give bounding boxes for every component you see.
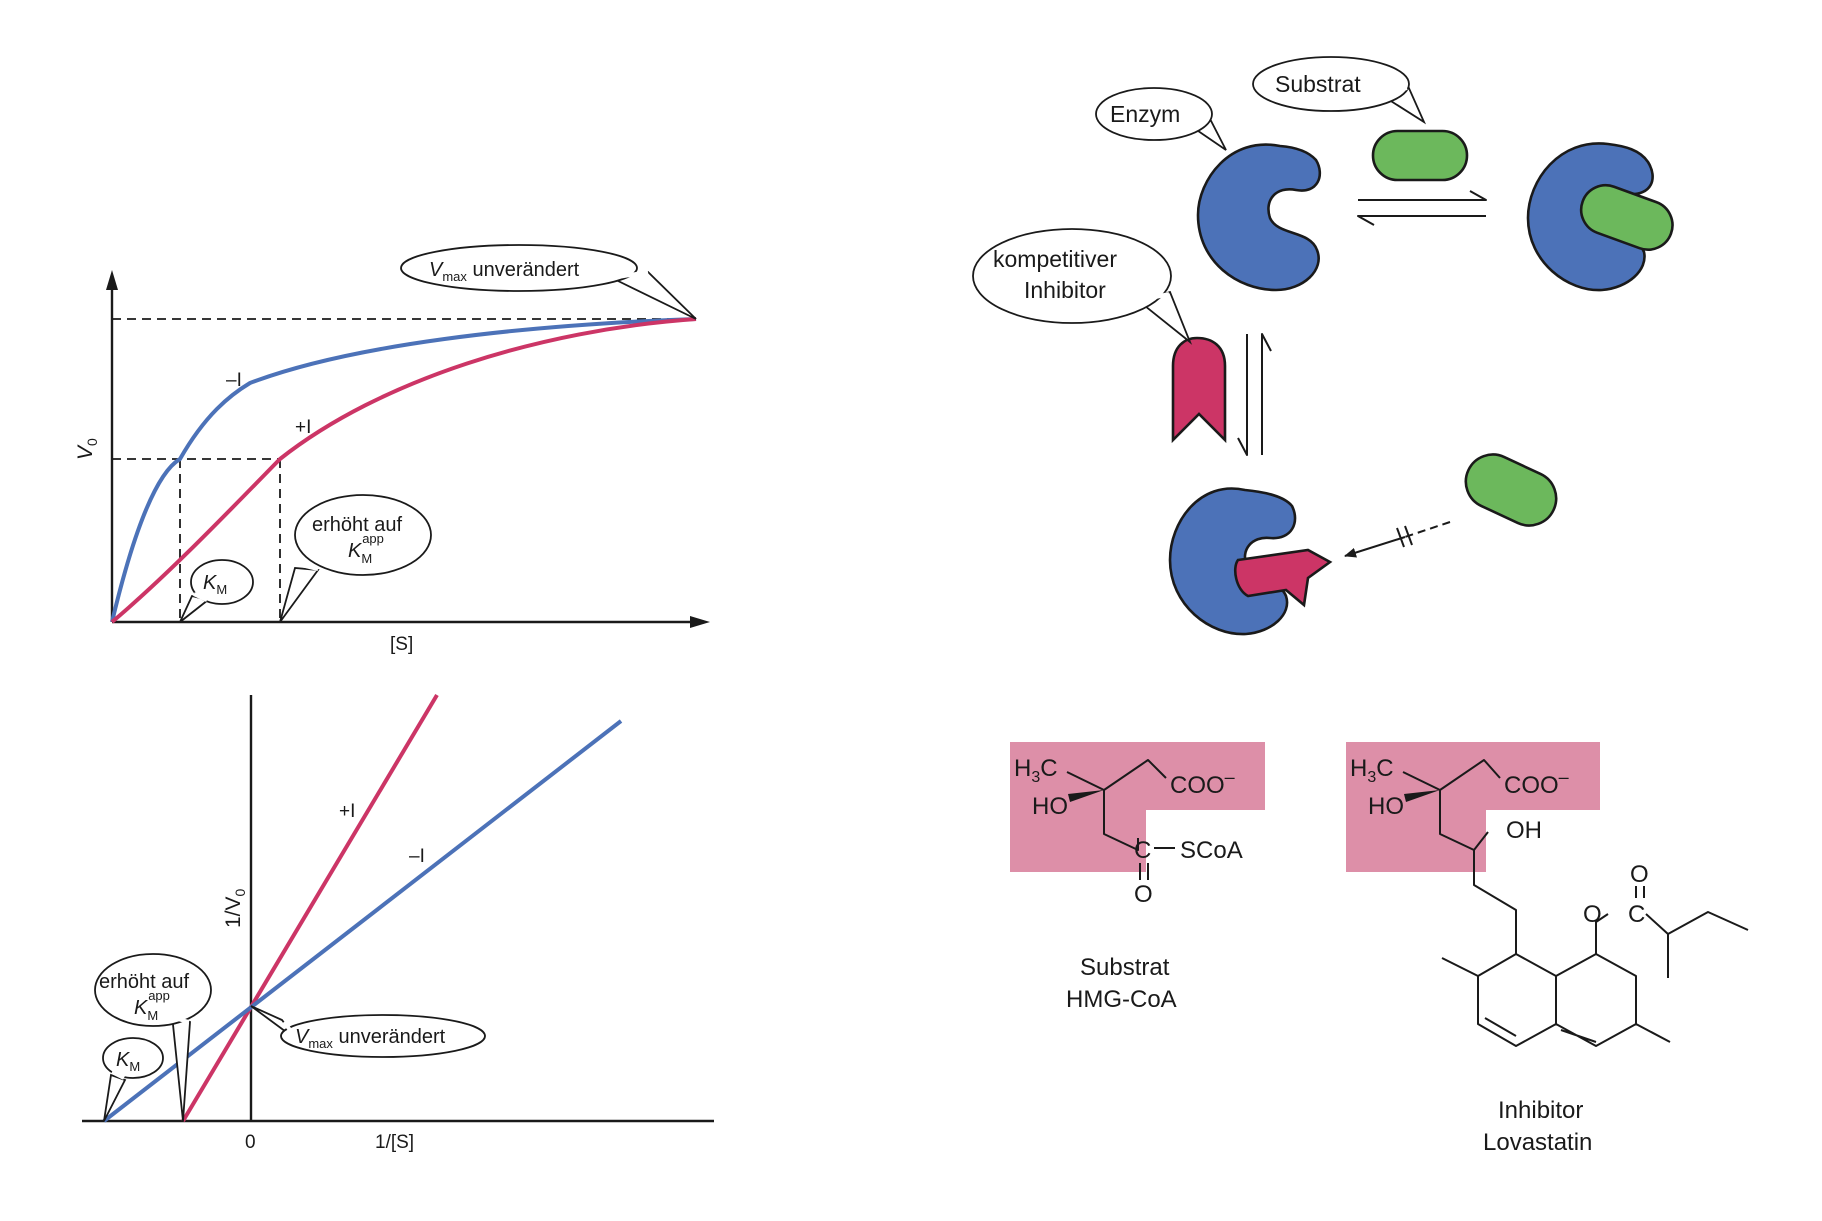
hmg-caption-line2: HMG-CoA	[1066, 986, 1177, 1013]
km-bubble: KM	[102, 1037, 164, 1122]
lovastatin-caption-line2: Lovastatin	[1483, 1129, 1592, 1156]
svg-text:kompetitiver: kompetitiver	[993, 246, 1117, 272]
hmg-coo-label: COO–	[1170, 767, 1235, 799]
svg-text:erhöht auf: erhöht auf	[312, 514, 403, 536]
hmg-c-label: C	[1134, 837, 1151, 864]
substrate-label-bubble: Substrat	[1252, 56, 1427, 125]
vmax-unchanged-bubble: Vmax unverändert	[400, 244, 697, 320]
svg-text:Substrat: Substrat	[1275, 71, 1361, 97]
inhibitor-equilibrium-arrows-icon	[1237, 333, 1272, 456]
lovastatin-wedge-bond	[1404, 790, 1440, 802]
svg-text:Vmax unverändert: Vmax unverändert	[429, 259, 580, 284]
origin-label: 0	[245, 1132, 256, 1153]
lovastatin-h3c-label: H3C	[1350, 755, 1394, 786]
binding-scheme: Enzym Substrat kompetitiver Inhibitor	[972, 56, 1674, 636]
x-axis-arrow-icon	[690, 616, 710, 628]
svg-text:KMapp: KMapp	[348, 531, 384, 566]
svg-text:Vmax unverändert: Vmax unverändert	[295, 1026, 446, 1051]
enzyme-substrate-complex-substrate	[1579, 183, 1674, 251]
lovastatin-oh-label: OH	[1506, 817, 1542, 844]
svg-text:Enzym: Enzym	[1110, 101, 1180, 127]
lovastatin-carbonyl-o-label: O	[1630, 861, 1649, 888]
line-minus-label: –I	[409, 846, 425, 867]
enzyme-inhibitor-complex-inhibitor	[1234, 548, 1333, 608]
lovastatin-ho-label: HO	[1368, 793, 1404, 820]
michaelis-menten-plot: –I +I V0 [S] Vmax unverändert KM	[74, 244, 710, 655]
equilibrium-arrows-icon	[1357, 190, 1487, 226]
inhibitor-label-bubble: kompetitiver Inhibitor	[972, 228, 1193, 345]
svg-text:erhöht auf: erhöht auf	[99, 971, 190, 993]
vmax-unchanged-bubble: Vmax unverändert	[250, 1005, 486, 1058]
enzyme-shape	[1196, 143, 1322, 292]
lovastatin-structure: H3C HO COO– OH O C O Inhibitor Lovastati…	[1346, 742, 1749, 1156]
lovastatin-ester-c-label: C	[1628, 901, 1645, 928]
hmg-bonds	[1066, 759, 1167, 851]
enzyme-label-bubble: Enzym	[1095, 87, 1227, 151]
svg-text:KM: KM	[116, 1049, 140, 1074]
enzyme-inhibitor-complex-enzyme	[1168, 487, 1297, 636]
km-app-bubble: erhöht auf KMapp	[94, 953, 212, 1122]
y-axis-label: V0	[74, 438, 100, 460]
inhibitor-shape	[1171, 336, 1227, 444]
lovastatin-coo-label: COO–	[1504, 767, 1569, 799]
x-axis-label: [S]	[390, 634, 413, 655]
km-app-bubble: erhöht auf KMapp	[279, 494, 432, 623]
lovastatin-ester-carbonyl	[1635, 886, 1645, 898]
hmg-carbonyl-bond	[1139, 847, 1175, 880]
hmg-caption-line1: Substrat	[1080, 954, 1170, 981]
lovastatin-bonds	[1402, 759, 1749, 1047]
y-axis-arrow-icon	[106, 270, 118, 290]
substrate-shape	[1371, 129, 1469, 182]
lovastatin-ester-o-label: O	[1583, 901, 1602, 928]
line-without-inhibitor	[102, 719, 623, 1123]
line-with-inhibitor	[181, 693, 439, 1123]
x-axis-label: 1/[S]	[375, 1132, 414, 1153]
curve-without-inhibitor	[110, 317, 697, 623]
hmg-wedge-bond	[1068, 790, 1104, 802]
blocked-binding-arrow-icon	[1344, 521, 1451, 558]
hmg-coa-structure: H3C HO COO– C SCoA O Substrat HMG-CoA	[1010, 742, 1265, 1013]
y-axis-label: 1/V0	[222, 888, 248, 928]
curve-with-inhibitor	[110, 317, 697, 624]
km-bubble: KM	[179, 559, 254, 623]
lineweaver-burk-plot: +I –I 1/V0 0 1/[S] Vmax unverändert erhö…	[82, 693, 714, 1153]
lovastatin-caption-line1: Inhibitor	[1498, 1097, 1583, 1124]
svg-text:Inhibitor: Inhibitor	[1024, 277, 1106, 303]
curve-plus-label: +I	[295, 417, 311, 438]
hmg-h3c-label: H3C	[1014, 755, 1058, 786]
svg-text:KM: KM	[203, 572, 227, 597]
hmg-ho-label: HO	[1032, 793, 1068, 820]
line-plus-label: +I	[339, 801, 355, 822]
curve-minus-label: –I	[226, 370, 242, 391]
blocked-substrate-shape	[1464, 453, 1558, 527]
hmg-o-label: O	[1134, 881, 1153, 908]
hmg-scoa-label: SCoA	[1180, 837, 1243, 864]
svg-text:KMapp: KMapp	[134, 988, 170, 1023]
